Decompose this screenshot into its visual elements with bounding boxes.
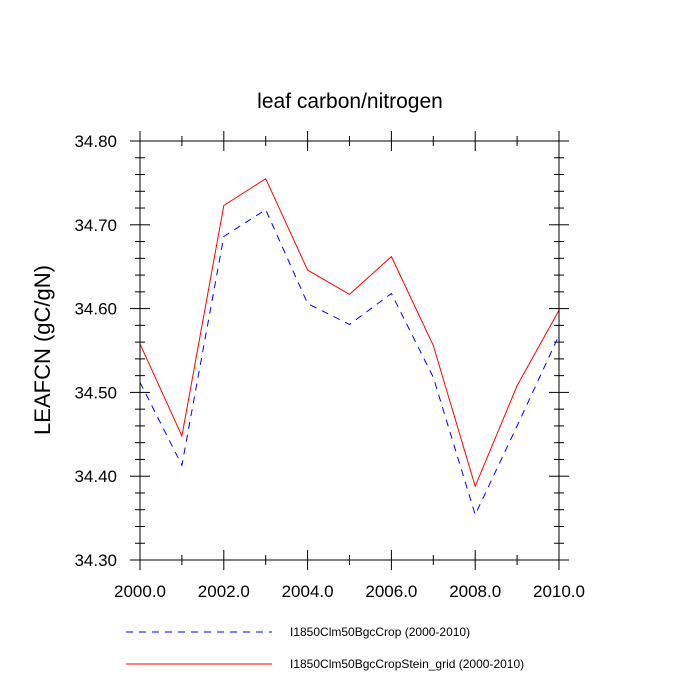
x-tick-label: 2002.0 bbox=[198, 582, 250, 601]
y-tick-label: 34.80 bbox=[74, 132, 117, 151]
y-axis-label: LEAFCN (gC/gN) bbox=[30, 265, 55, 435]
plot-frame bbox=[139, 140, 560, 561]
legend-label-1: I1850Clm50BgcCrop (2000-2010) bbox=[290, 625, 470, 639]
series-line-2 bbox=[139, 177, 560, 488]
y-tick-label: 34.50 bbox=[74, 383, 117, 402]
x-tick-label: 2004.0 bbox=[282, 582, 334, 601]
x-tick-label: 2008.0 bbox=[449, 582, 501, 601]
series-line-1 bbox=[139, 208, 560, 517]
y-tick-label: 34.40 bbox=[74, 467, 117, 486]
tick-labels: 2000.0 2002.0 2004.0 2006.0 2008.0 2010.0 34.3… bbox=[74, 132, 585, 601]
axis-ticks bbox=[130, 131, 569, 570]
x-tick-label: 2000.0 bbox=[114, 582, 166, 601]
chart-title: leaf carbon/nitrogen bbox=[257, 90, 443, 113]
legend: I1850Clm50BgcCrop (2000-2010) I1850Clm50B… bbox=[126, 625, 524, 671]
x-tick-label: 2006.0 bbox=[365, 582, 417, 601]
y-tick-label: 34.70 bbox=[74, 216, 117, 235]
x-tick-label: 2010.0 bbox=[533, 582, 585, 601]
y-tick-label: 34.30 bbox=[74, 551, 117, 570]
series-layer bbox=[139, 177, 560, 517]
legend-label-2: I1850Clm50BgcCropStein_grid (2000-2010) bbox=[290, 657, 524, 671]
y-tick-label: 34.60 bbox=[74, 300, 117, 319]
